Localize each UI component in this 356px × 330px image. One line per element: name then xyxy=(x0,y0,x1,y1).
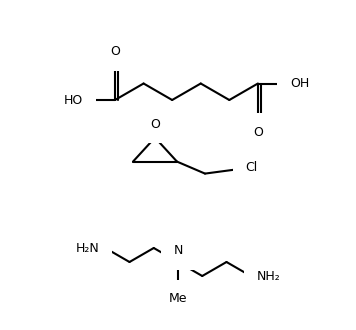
Text: O: O xyxy=(253,125,263,139)
Text: H₂N: H₂N xyxy=(75,242,99,254)
Text: Me: Me xyxy=(169,292,187,305)
Text: HO: HO xyxy=(64,93,83,107)
Text: NH₂: NH₂ xyxy=(257,270,281,282)
Text: Cl: Cl xyxy=(245,161,257,174)
Text: O: O xyxy=(150,117,160,131)
Text: O: O xyxy=(110,45,120,58)
Text: OH: OH xyxy=(290,77,309,90)
Text: N: N xyxy=(173,244,183,257)
